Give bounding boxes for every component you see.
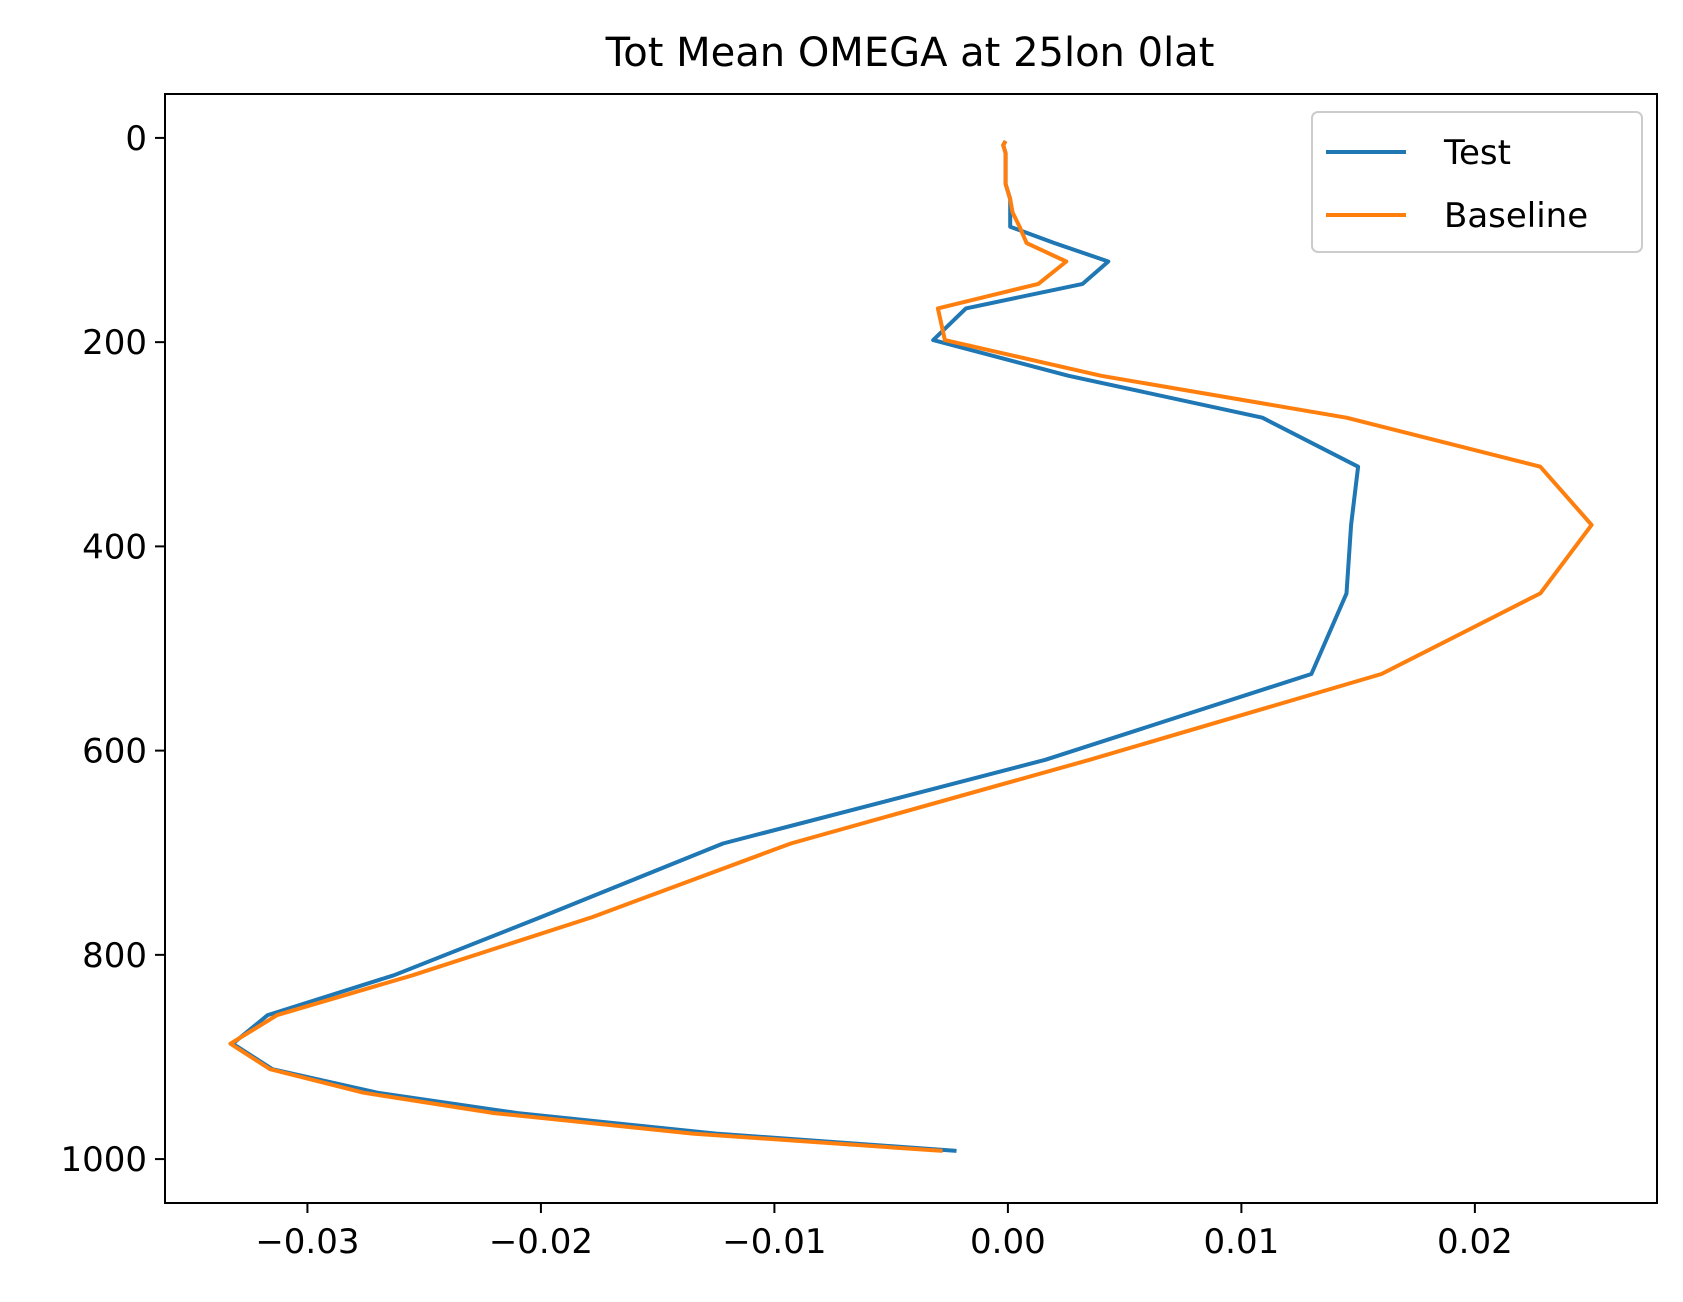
chart-title: Tot Mean OMEGA at 25lon 0lat xyxy=(605,30,1215,76)
y-tick-label: 800 xyxy=(82,936,147,976)
legend-label: Baseline xyxy=(1444,196,1588,236)
x-axis: −0.03 −0.02 −0.01 0.00 0.01 0.02 xyxy=(255,1203,1513,1262)
legend-label: Test xyxy=(1443,133,1511,173)
legend: Test Baseline xyxy=(1311,111,1643,253)
y-tick-label: 600 xyxy=(82,732,147,772)
x-tick-label: −0.02 xyxy=(489,1222,593,1262)
y-axis: 0 200 400 600 800 1000 xyxy=(60,119,165,1180)
x-tick-label: 0.01 xyxy=(1204,1222,1280,1262)
x-tick-label: 0.02 xyxy=(1437,1222,1513,1262)
y-tick-label: 0 xyxy=(125,119,147,159)
y-tick-label: 200 xyxy=(82,323,147,363)
plot-frame xyxy=(164,93,1658,1204)
series-line-baseline xyxy=(228,139,1594,1153)
y-tick-label: 1000 xyxy=(60,1140,147,1180)
x-tick-label: 0.00 xyxy=(970,1222,1046,1262)
x-tick-label: −0.03 xyxy=(255,1222,359,1262)
y-tick-label: 400 xyxy=(82,527,147,567)
x-tick-label: −0.01 xyxy=(722,1222,826,1262)
plot-area xyxy=(228,139,1594,1153)
